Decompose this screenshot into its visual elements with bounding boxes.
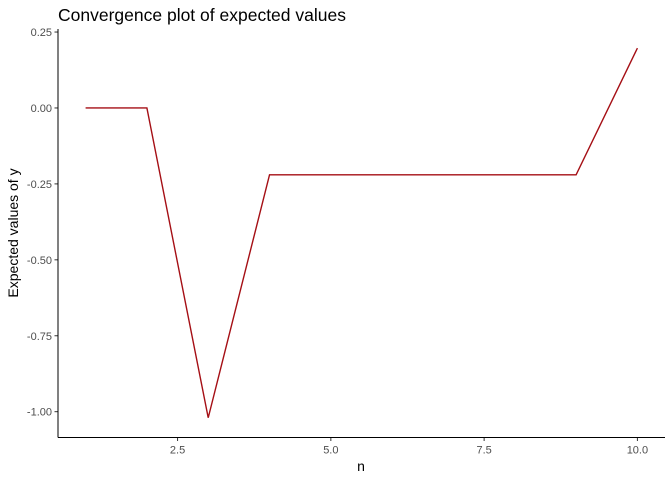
y-tick-label: 0.00 — [31, 103, 52, 115]
series-layer — [85, 47, 639, 418]
x-tick-label: 2.5 — [170, 445, 185, 457]
y-tick-label: 0.25 — [31, 27, 52, 39]
y-tick-label: -1.00 — [27, 407, 52, 419]
x-axis-title: n — [357, 458, 365, 474]
y-tick-label: -0.50 — [27, 255, 52, 267]
x-axis-ticks: 2.5 5.0 7.5 10.0 — [170, 437, 648, 457]
y-tick-label: -0.25 — [27, 179, 52, 191]
x-tick-label: 10.0 — [627, 445, 648, 457]
y-axis-ticks: 0.25 0.00 -0.25 -0.50 -0.75 -1.00 — [27, 27, 58, 419]
series-line — [85, 47, 639, 418]
x-tick-label: 5.0 — [323, 445, 338, 457]
y-tick-label: -0.75 — [27, 331, 52, 343]
chart-title: Convergence plot of expected values — [58, 5, 346, 25]
y-axis-title: Expected values of y — [5, 168, 21, 297]
x-tick-label: 7.5 — [476, 445, 491, 457]
